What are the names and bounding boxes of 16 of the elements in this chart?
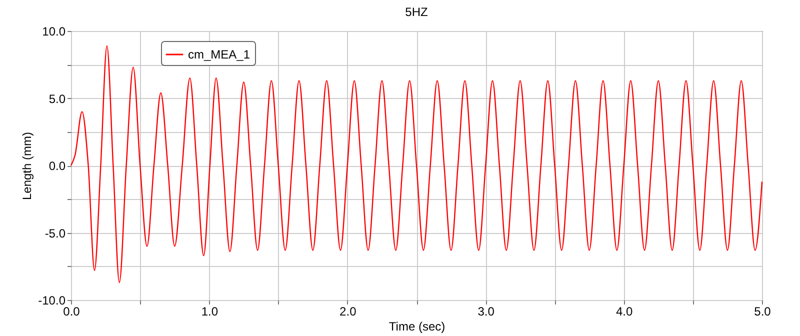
y-tick-label: 5.0 [48,92,66,106]
x-tick-label: 5.0 [754,304,772,318]
line-series [70,45,763,284]
x-axis-title: Time (sec) [388,320,446,334]
x-tick-label: 3.0 [478,304,495,318]
legend-label: cm_MEA_1 [188,48,250,62]
x-tick-label: 1.0 [201,304,218,318]
y-tick-label: 10.0 [42,24,66,38]
x-tick-label: 2.0 [340,304,357,318]
y-tick-label: 0.0 [48,159,66,173]
y-axis-title: Length (mm) [20,132,34,200]
chart-title: 5HZ [405,5,428,19]
y-tick-label: -5.0 [44,226,66,240]
x-tick-label: 0.0 [63,304,80,318]
x-tick-label: 4.0 [616,304,633,318]
y-tick-label: -10.0 [38,294,66,308]
